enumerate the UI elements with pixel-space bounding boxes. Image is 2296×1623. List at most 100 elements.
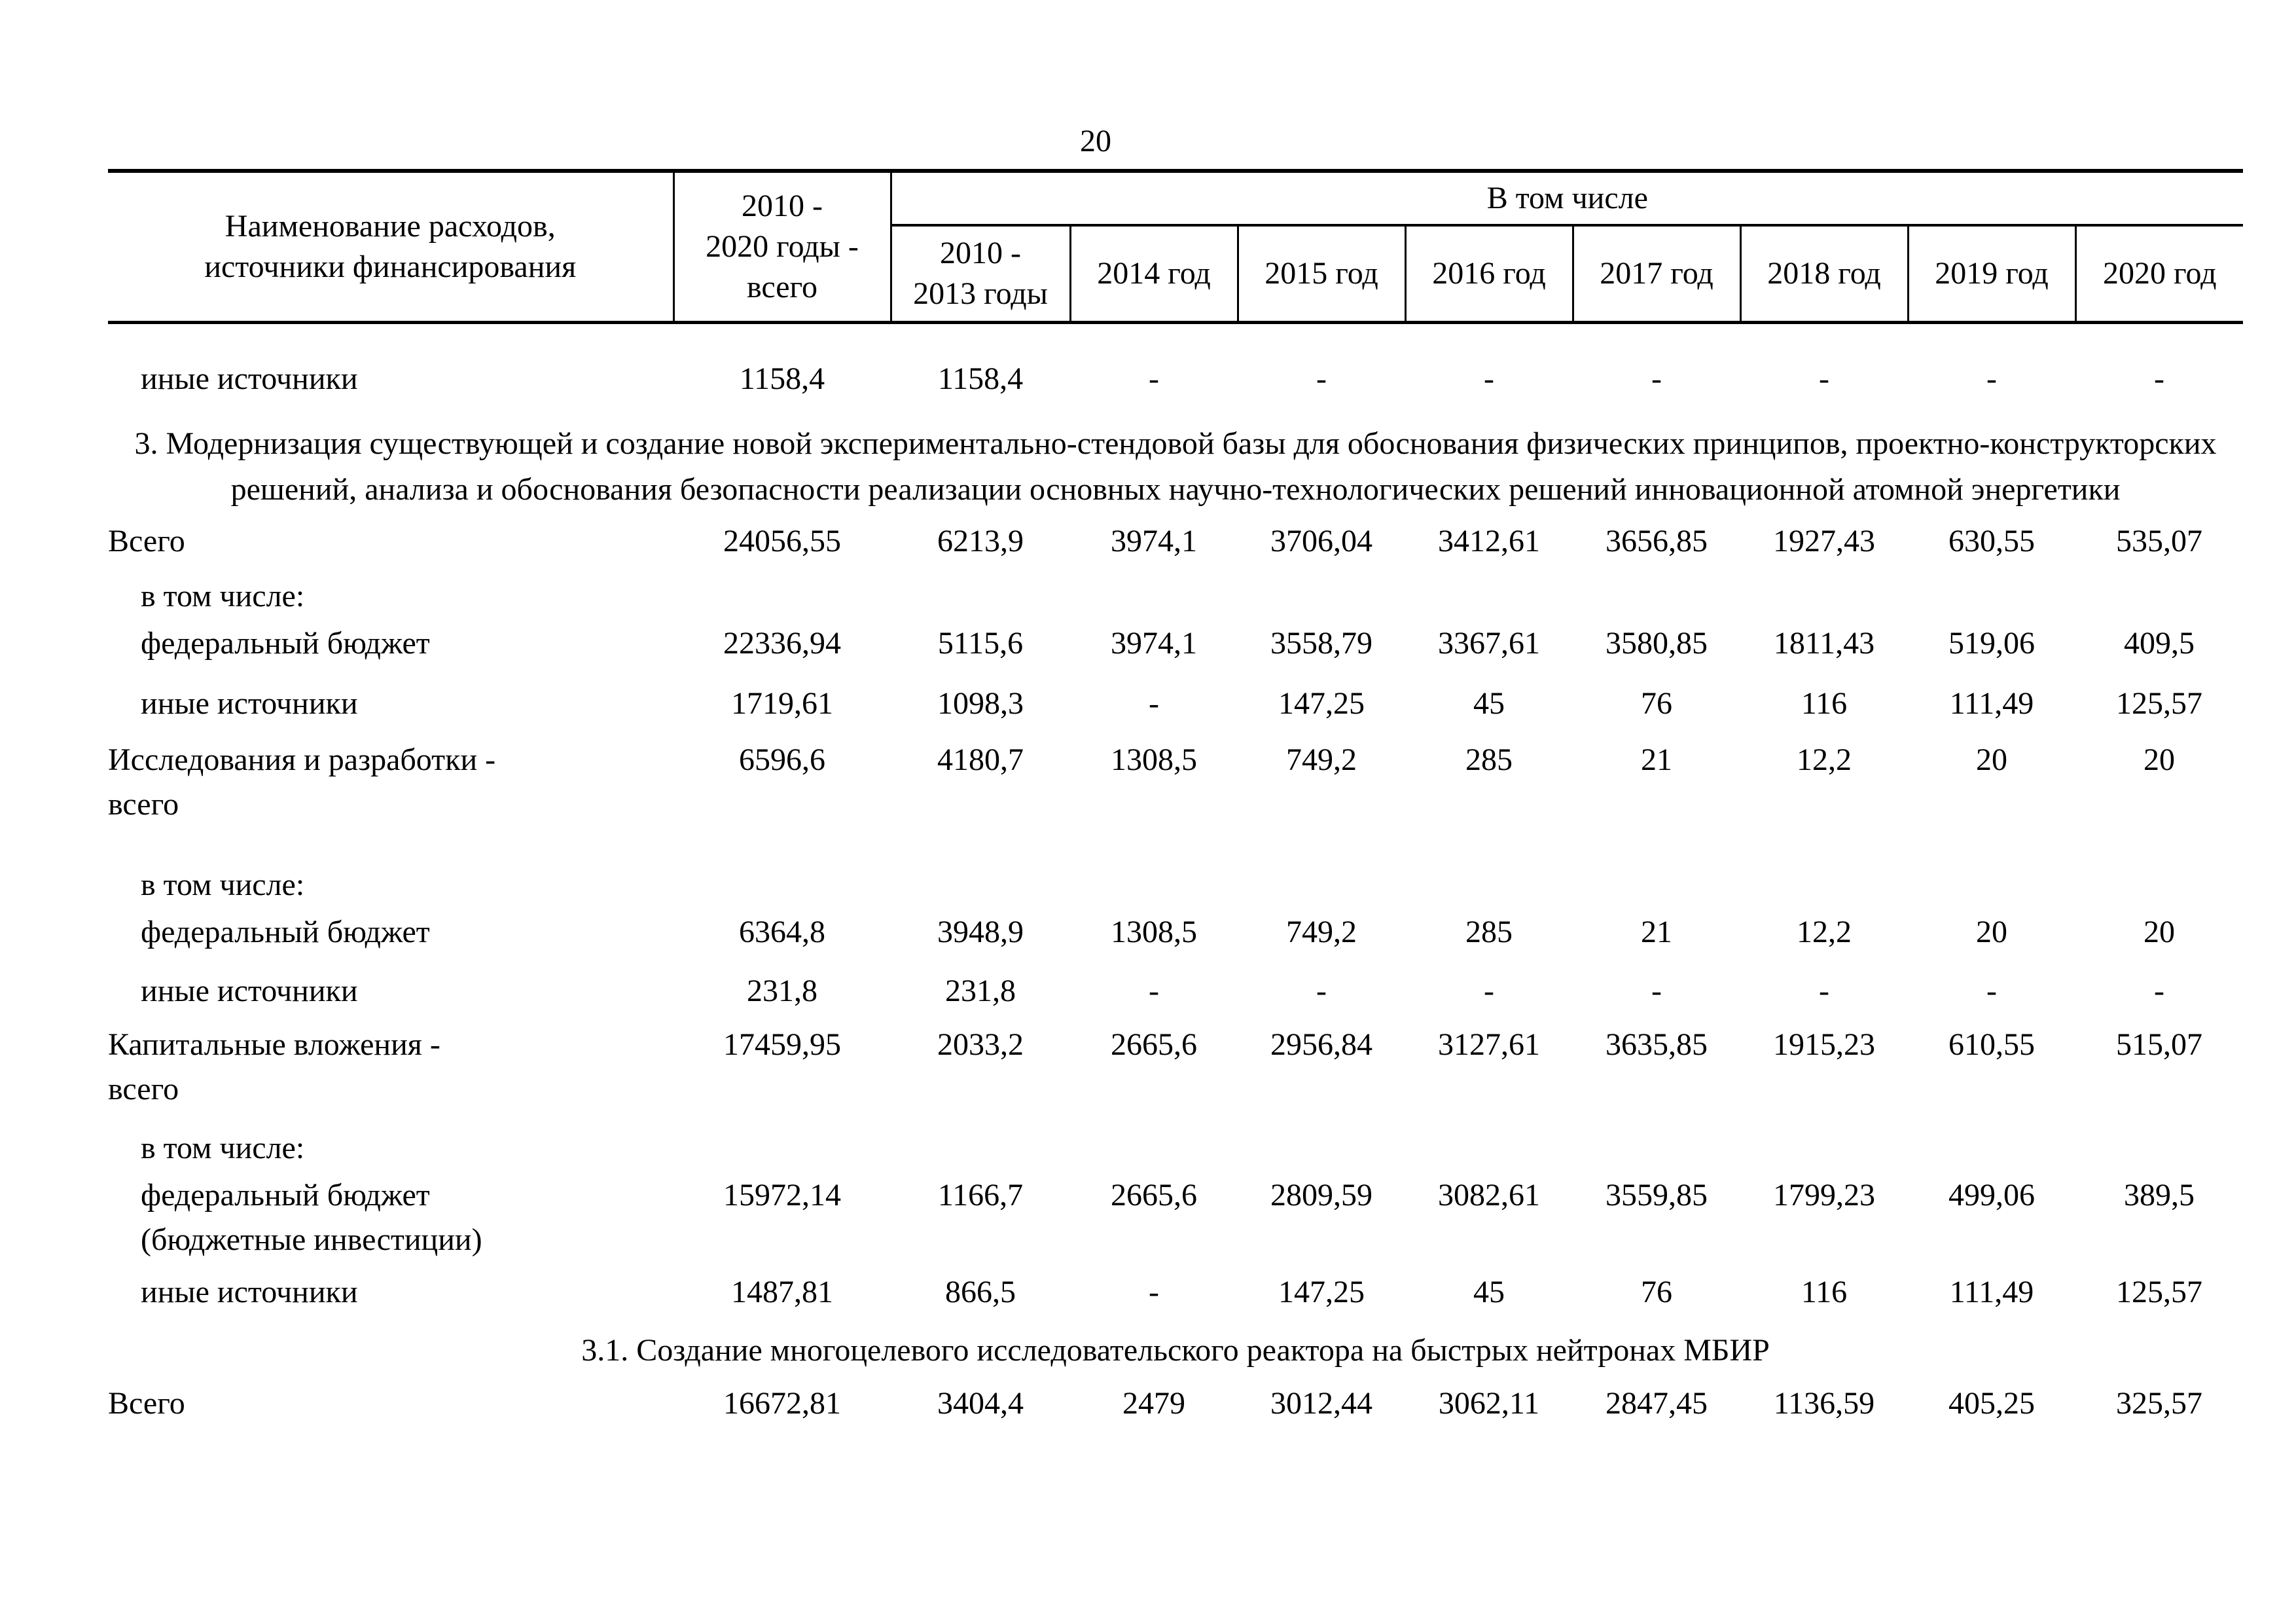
cell-value	[1070, 827, 1238, 907]
cell-value: 1158,4	[739, 361, 825, 396]
cell-value: 515,07	[2116, 1027, 2203, 1062]
row-label: в том числе:	[141, 1131, 305, 1165]
table-body: иные источники 1158,4 1158,4 - - - - - - - 3. Моде…	[108, 323, 2243, 1427]
cell-value	[1740, 1112, 1908, 1171]
cell-value	[1573, 827, 1740, 907]
table-row: иные источники 1719,61 1098,3 - 147,25 45 76 11…	[108, 666, 2243, 726]
cell-value: 3559,85	[1605, 1178, 1708, 1213]
header-year-column: 2017 год	[1573, 225, 1742, 324]
row-label: Всего	[108, 1386, 185, 1421]
cell-value: 24056,55	[723, 524, 841, 558]
cell-value: 3656,85	[1605, 524, 1708, 558]
header-year-column: 2019 год	[1908, 225, 2077, 324]
cell-value: 1308,5	[1111, 742, 1197, 777]
cell-value: 17459,95	[723, 1027, 841, 1062]
cell-value: 3367,61	[1438, 626, 1540, 661]
cell-value: 111,49	[1949, 686, 2034, 721]
cell-value: 535,07	[2116, 524, 2203, 558]
cell-value: 20	[2144, 915, 2176, 949]
cell-value	[1740, 827, 1908, 907]
row-label: иные источники	[141, 974, 358, 1008]
cell-value: 6364,8	[739, 915, 825, 949]
cell-value: 2665,6	[1111, 1027, 1197, 1062]
cell-value: 125,57	[2116, 686, 2203, 721]
cell-value: 749,2	[1286, 742, 1357, 777]
cell-value	[1070, 1112, 1238, 1171]
table-row: Исследования и разработки - всего 6596,6 4…	[108, 726, 2243, 827]
cell-value: 499,06	[1948, 1178, 2035, 1213]
cell-value: 15972,14	[723, 1178, 841, 1213]
cell-value	[1405, 1112, 1573, 1171]
cell-value: 866,5	[945, 1275, 1016, 1309]
cell-value: 45	[1473, 686, 1505, 721]
cell-value	[891, 564, 1070, 619]
cell-value: 16672,81	[723, 1386, 841, 1421]
cell-value: 20	[1976, 915, 2007, 949]
section-title: 3.1. Создание многоцелевого исследовател…	[581, 1333, 1770, 1368]
cell-value: -	[1651, 361, 1662, 396]
cell-value: 285	[1465, 915, 1513, 949]
header-total-column: 2010 - 2020 годы - всего	[673, 171, 892, 324]
header-group-label: В том числе	[891, 171, 2244, 227]
row-label: иные источники	[141, 686, 358, 721]
cell-value: 1719,61	[731, 686, 833, 721]
cell-value: 1308,5	[1111, 915, 1197, 949]
cell-value: 3706,04	[1270, 524, 1372, 558]
cell-value: 3948,9	[937, 915, 1024, 949]
table-row: федеральный бюджет 22336,94 5115,6 3974,1 35…	[108, 619, 2243, 666]
row-label: федеральный бюджет	[141, 915, 430, 949]
cell-value: 147,25	[1278, 1275, 1365, 1309]
header-row-top: Наименование расходов, источники финанси…	[108, 171, 2244, 324]
header-year-column: 2016 год	[1405, 225, 1574, 324]
cell-value: 6596,6	[739, 742, 825, 777]
cell-value	[891, 1112, 1070, 1171]
table-row: в том числе:	[108, 827, 2243, 907]
cell-value	[673, 827, 891, 907]
page-number: 20	[1080, 124, 1111, 158]
row-label: иные источники	[141, 1275, 358, 1309]
cell-value: 2033,2	[937, 1027, 1024, 1062]
cell-value: 111,49	[1949, 1275, 2034, 1309]
row-label: в том числе:	[141, 867, 305, 902]
cell-value: 1811,43	[1773, 626, 1875, 661]
cell-value: -	[2154, 361, 2165, 396]
cell-value: 231,8	[747, 974, 817, 1008]
header-year-column: 2015 год	[1238, 225, 1407, 324]
cell-value: 2847,45	[1605, 1386, 1708, 1421]
cell-value: 2956,84	[1270, 1027, 1372, 1062]
cell-value	[2075, 1112, 2243, 1171]
cell-value: -	[1484, 361, 1494, 396]
cell-value: 3127,61	[1438, 1027, 1540, 1062]
cell-value: 3635,85	[1605, 1027, 1708, 1062]
cell-value: 3082,61	[1438, 1178, 1540, 1213]
table-row: иные источники 1487,81 866,5 - 147,25 45 76 116…	[108, 1262, 2243, 1315]
cell-value: -	[1149, 361, 1159, 396]
table-row: иные источники 231,8 231,8 - - - - - - -	[108, 955, 2243, 1013]
cell-value	[1908, 1112, 2075, 1171]
cell-value	[673, 1112, 891, 1171]
cell-value: 6213,9	[937, 524, 1024, 558]
budget-table: Наименование расходов, источники финанси…	[108, 169, 2244, 1427]
cell-value: 1799,23	[1773, 1178, 1875, 1213]
cell-value: 116	[1801, 686, 1848, 721]
cell-value: 20	[1976, 742, 2007, 777]
section-title: 3. Модернизация существующей и создание …	[134, 426, 2217, 507]
cell-value: -	[1149, 974, 1159, 1008]
table-row: федеральный бюджет (бюджетные инвестиции…	[108, 1171, 2243, 1262]
cell-value: 3974,1	[1111, 524, 1197, 558]
row-label: Всего	[108, 524, 185, 558]
cell-value: 630,55	[1948, 524, 2035, 558]
cell-value: 2665,6	[1111, 1178, 1197, 1213]
cell-value	[1405, 564, 1573, 619]
cell-value: 21	[1641, 742, 1672, 777]
cell-value: -	[1819, 974, 1829, 1008]
section-row: 3.1. Создание многоцелевого исследовател…	[108, 1315, 2243, 1374]
cell-value: 2809,59	[1270, 1178, 1372, 1213]
cell-value: -	[1316, 361, 1327, 396]
cell-value	[1405, 827, 1573, 907]
cell-value	[1740, 564, 1908, 619]
cell-value: -	[2154, 974, 2165, 1008]
cell-value: 405,25	[1948, 1386, 2035, 1421]
cell-value: 325,57	[2116, 1386, 2203, 1421]
header-year-column: 2014 год	[1070, 225, 1239, 324]
